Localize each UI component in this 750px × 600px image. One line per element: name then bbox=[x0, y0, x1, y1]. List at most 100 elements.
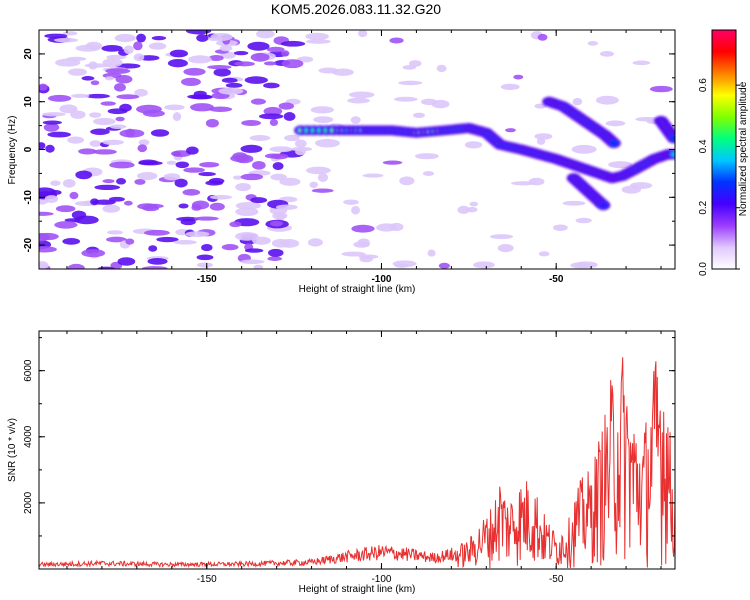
noise-blob bbox=[279, 177, 301, 186]
noise-blob bbox=[142, 109, 165, 117]
noise-blob bbox=[141, 266, 168, 269]
noise-blob bbox=[44, 33, 68, 39]
noise-blob bbox=[93, 117, 116, 126]
noise-blob bbox=[39, 246, 57, 253]
noise-blob bbox=[190, 94, 213, 100]
noise-blob bbox=[47, 94, 72, 102]
snr-y-tick-label: 4000 bbox=[23, 425, 34, 448]
noise-blob bbox=[233, 175, 243, 180]
colorbar-tick-label: 0.4 bbox=[698, 139, 709, 153]
noise-blob bbox=[272, 212, 288, 220]
noise-blob bbox=[250, 98, 267, 105]
noise-blob bbox=[408, 60, 422, 67]
noise-blob bbox=[169, 49, 189, 58]
noise-blob bbox=[587, 41, 599, 46]
noise-blob bbox=[267, 248, 284, 257]
noise-blob bbox=[67, 68, 88, 76]
noise-blob bbox=[235, 207, 259, 217]
noise-blob bbox=[102, 58, 123, 68]
noise-blob bbox=[62, 238, 81, 245]
noise-blob bbox=[382, 160, 403, 165]
noise-blob bbox=[571, 144, 597, 154]
trace-core bbox=[610, 141, 617, 146]
noise-blob bbox=[42, 120, 62, 125]
noise-blob bbox=[117, 257, 136, 266]
noise-blob bbox=[431, 99, 450, 109]
noise-blob bbox=[70, 110, 86, 119]
noise-blob bbox=[180, 218, 196, 226]
noise-blob bbox=[209, 202, 225, 211]
noise-blob bbox=[562, 200, 586, 206]
noise-blob bbox=[164, 104, 185, 111]
trace-core bbox=[600, 203, 607, 208]
noise-blob bbox=[263, 61, 277, 66]
noise-blob bbox=[43, 123, 60, 132]
noise-blob bbox=[137, 171, 158, 181]
noise-blob bbox=[218, 87, 244, 95]
spectrogram-x-tick-label: -50 bbox=[549, 274, 564, 285]
noise-blob bbox=[89, 112, 102, 118]
noise-blob bbox=[309, 181, 318, 189]
noise-blob bbox=[240, 144, 263, 153]
noise-blob bbox=[138, 139, 150, 146]
noise-blob bbox=[398, 80, 423, 86]
noise-blob bbox=[94, 184, 121, 191]
noise-blob bbox=[574, 261, 598, 269]
noise-blob bbox=[114, 83, 126, 92]
noise-blob bbox=[595, 95, 619, 105]
noise-blob bbox=[208, 54, 224, 61]
noise-blob bbox=[233, 51, 249, 56]
noise-blob bbox=[62, 179, 76, 188]
noise-blob bbox=[269, 146, 293, 153]
noise-blob bbox=[415, 153, 439, 160]
noise-blob bbox=[133, 41, 143, 51]
noise-blob bbox=[247, 41, 270, 51]
snr-y-tick-label: 6000 bbox=[23, 359, 34, 382]
noise-blob bbox=[54, 221, 78, 229]
noise-blob bbox=[244, 248, 264, 253]
noise-blob bbox=[221, 77, 238, 83]
noise-blob bbox=[310, 106, 335, 114]
noise-blob bbox=[183, 167, 205, 173]
noise-blob bbox=[191, 200, 210, 210]
noise-blob bbox=[351, 205, 360, 215]
noise-blob bbox=[343, 199, 359, 205]
noise-blob bbox=[280, 40, 306, 47]
noise-blob bbox=[70, 93, 90, 98]
noise-blob bbox=[54, 37, 79, 43]
noise-blob bbox=[207, 65, 232, 70]
noise-blob bbox=[185, 231, 210, 237]
noise-blob bbox=[348, 91, 375, 99]
noise-blob bbox=[59, 104, 78, 114]
noise-blob bbox=[166, 160, 177, 165]
noise-blob bbox=[196, 34, 209, 42]
spectrogram-echo-trace bbox=[294, 96, 675, 211]
snr-x-tick-label: -100 bbox=[371, 574, 391, 585]
noise-blob bbox=[219, 45, 233, 52]
noise-blob bbox=[240, 173, 264, 181]
noise-blob bbox=[256, 30, 275, 39]
noise-blob bbox=[39, 233, 50, 242]
noise-blob bbox=[69, 191, 79, 200]
spectrogram-y-label: Frequency (Hz) bbox=[7, 116, 18, 185]
noise-blob bbox=[311, 188, 334, 193]
noise-blob bbox=[171, 150, 192, 158]
noise-blob bbox=[552, 224, 568, 231]
noise-blob bbox=[270, 173, 287, 181]
noise-blob bbox=[115, 74, 133, 84]
noise-blob bbox=[75, 44, 101, 52]
noise-blob bbox=[534, 103, 547, 109]
noise-blob bbox=[197, 262, 214, 268]
spectrogram-x-tick-label: -100 bbox=[371, 274, 391, 285]
noise-blob bbox=[511, 181, 536, 186]
noise-blob bbox=[182, 189, 201, 196]
noise-blob bbox=[497, 244, 514, 253]
noise-blob bbox=[500, 83, 520, 90]
snr-y-label: SNR (10 * v/v) bbox=[7, 418, 18, 482]
colorbar: 0.0 0.2 0.4 0.6 Normalized spectral amplitu… bbox=[698, 29, 749, 276]
noise-blob bbox=[392, 260, 417, 268]
noise-blob bbox=[347, 97, 370, 104]
noise-blob bbox=[75, 170, 93, 180]
snr-series-line bbox=[39, 357, 675, 569]
